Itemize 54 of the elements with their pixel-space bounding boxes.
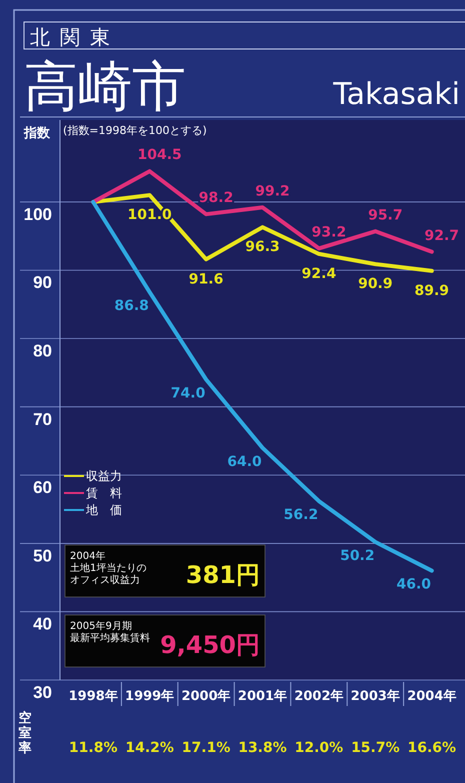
data-label: 104.5	[137, 147, 182, 164]
annotation: 2004年	[70, 550, 106, 562]
annotation: 2005年9月期	[70, 620, 132, 632]
x-tick-label: 2004年	[407, 689, 456, 704]
annotation: 土地1坪当たりの	[70, 562, 146, 574]
y-tick-label: 90	[33, 273, 52, 292]
annotation: (指数=1998年を100とする)	[63, 124, 207, 137]
data-label: 90.9	[358, 276, 393, 292]
legend-label: 賃 料	[86, 486, 122, 500]
y-tick-label: 60	[33, 478, 52, 498]
data-label: 64.0	[227, 454, 262, 470]
legend-label: 地 価	[85, 503, 122, 517]
data-label: 92.7	[424, 228, 460, 244]
x-tick-label: 2000年	[181, 689, 231, 704]
annotation: 381円	[186, 561, 260, 589]
data-label: 92.4	[302, 266, 336, 282]
text: 14.2%	[125, 740, 174, 756]
text: 11.8%	[68, 740, 118, 756]
text: 17.1%	[182, 740, 230, 756]
data-label: 93.2	[312, 224, 346, 240]
y-axis-title: 指数	[23, 126, 51, 141]
y-tick-label: 40	[33, 614, 52, 634]
y-tick-label: 80	[33, 342, 52, 361]
data-label: 99.2	[255, 183, 290, 200]
text: 15.7%	[351, 740, 400, 756]
data-label: 56.2	[284, 507, 318, 524]
x-tick-label: 1998年	[68, 689, 118, 704]
y-tick-label: 70	[33, 410, 52, 429]
y-tick-label: 50	[33, 546, 52, 566]
text: 12.0%	[294, 740, 344, 756]
x-tick-label: 2001年	[238, 689, 288, 704]
data-label: 95.7	[368, 207, 403, 224]
data-label: 96.3	[245, 239, 280, 256]
data-label: 91.6	[188, 271, 224, 288]
x-tick-label: 2003年	[350, 689, 400, 704]
text: 13.8%	[238, 740, 287, 756]
text: 空室率	[18, 710, 32, 756]
data-label: 50.2	[340, 548, 375, 564]
y-tick-label: 30	[33, 683, 52, 702]
text: 16.6%	[407, 740, 456, 756]
x-tick-label: 1999年	[125, 689, 174, 704]
data-label: 74.0	[170, 386, 206, 402]
annotation: 最新平均募集賃料	[70, 632, 150, 644]
data-label: 46.0	[396, 576, 432, 593]
x-tick-label: 2002年	[294, 689, 344, 704]
chart-subtitle: 北関東	[30, 25, 120, 49]
annotation: オフィス収益力	[70, 574, 140, 586]
y-tick-label: 100	[24, 204, 52, 224]
text: Takasaki	[332, 77, 460, 112]
data-label: 86.8	[114, 298, 149, 314]
legend-label: 収益力	[86, 469, 122, 483]
annotation: 9,450円	[160, 631, 260, 659]
chart-title: 高崎市	[24, 55, 186, 118]
data-label: 89.9	[414, 282, 450, 299]
